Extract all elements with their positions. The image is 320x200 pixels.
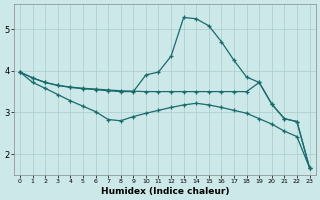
X-axis label: Humidex (Indice chaleur): Humidex (Indice chaleur) xyxy=(100,187,229,196)
